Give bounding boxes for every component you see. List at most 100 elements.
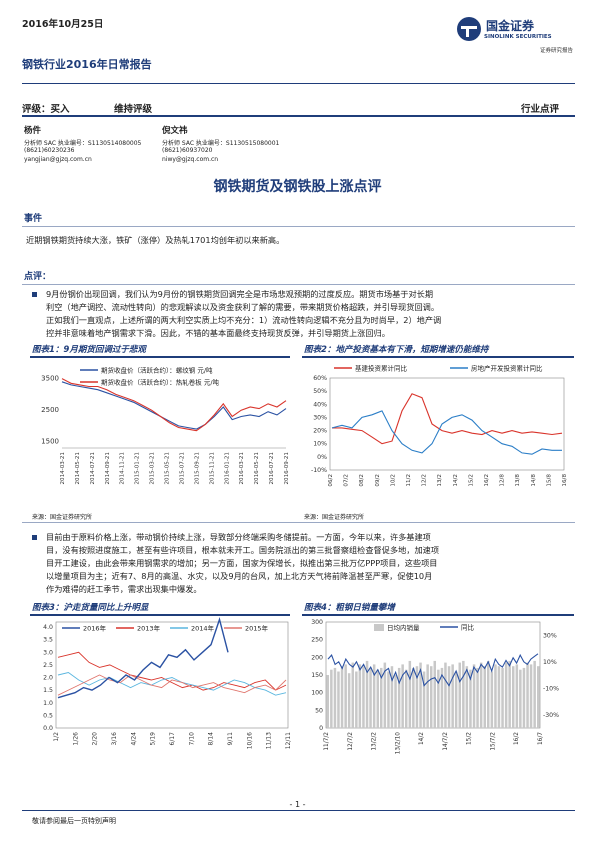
comment-p1-l4: 控并非意味着地产钢需求下滑。因此，不错的基本面最终支持现货反弹，并引导期货上涨回… xyxy=(46,328,390,338)
x-tick-label: 2016-07-21 xyxy=(269,452,275,485)
bar xyxy=(383,662,387,728)
y-tick-label: 1.0 xyxy=(43,700,53,707)
main-title: 钢铁期货及钢铁股上涨点评 xyxy=(213,179,382,195)
bar xyxy=(358,664,362,728)
event-text: 近期钢铁期货持续大涨，铁矿（涨停）及热轧1701均创年初以来新高。 xyxy=(26,235,285,245)
bar xyxy=(476,667,479,728)
bar xyxy=(458,662,461,728)
y-tick-label: 3500 xyxy=(41,375,59,383)
bar xyxy=(522,667,526,728)
y-tick-label: 30% xyxy=(313,414,327,421)
comment-heading: 点评： xyxy=(24,272,52,282)
comment-p2-l5: 作为难得的赶工季节，需求出现集中爆发。 xyxy=(46,584,202,594)
y-tick-label: 10% xyxy=(313,441,327,448)
x-tick-label: 12/7/2 xyxy=(348,732,354,751)
bar xyxy=(333,667,337,728)
y-tick-label: 40% xyxy=(313,401,327,408)
legend-sales-label: 日均内销量 xyxy=(387,623,420,632)
x-tick-label: 11/2 xyxy=(406,474,412,487)
y-tick-label: 20% xyxy=(313,428,327,435)
logo-name: 国金证券 xyxy=(486,19,535,33)
x-tick-label: 16/8 xyxy=(562,474,568,487)
y-left-tick-label: 150 xyxy=(311,672,323,679)
x-tick-label: 15/2 xyxy=(468,474,474,487)
x-tick-label: 6/17 xyxy=(169,732,176,746)
bar xyxy=(355,671,358,728)
legend-rebar-label: 期货收盘价（活跃合约）：螺纹钢 元/吨 xyxy=(101,366,213,375)
legend-2016-label: 2016年 xyxy=(83,624,107,633)
bar xyxy=(494,664,497,728)
bar xyxy=(440,667,444,728)
x-tick-label: 2016-05-21 xyxy=(254,452,260,485)
rating-sub: 维持评级 xyxy=(114,104,153,115)
x-tick-label: 2015-01-21 xyxy=(135,452,141,485)
y-left-tick-label: 300 xyxy=(311,619,323,626)
y-tick-label: 0% xyxy=(317,454,327,461)
bar xyxy=(412,667,415,728)
x-tick-label: 4/24 xyxy=(130,732,137,746)
bar xyxy=(390,666,394,728)
bar xyxy=(533,660,536,728)
x-tick-label: 13/2/2 xyxy=(372,732,378,751)
analyst-email[interactable]: yangjian@gjzq.com.cn xyxy=(24,156,92,163)
x-tick-label: 15/7/2 xyxy=(490,732,496,751)
bar xyxy=(519,669,522,728)
x-tick-label: 14/7/2 xyxy=(443,732,449,751)
x-tick-label: 2016-09-21 xyxy=(284,452,290,485)
analyst-cert: 分析师 SAC 执业编号：S1130514080005 xyxy=(24,140,142,147)
analyst-phone: (8621)60937020 xyxy=(162,147,213,154)
bar xyxy=(326,675,329,728)
bar xyxy=(504,662,508,728)
y-tick-label: 4.0 xyxy=(43,624,53,631)
x-tick-label: 13/8 xyxy=(515,474,521,487)
legend-2014-label: 2014年 xyxy=(191,624,215,633)
logo-en: SINOLINK SECURITIES xyxy=(484,34,552,40)
x-tick-label: 2016-01-21 xyxy=(224,452,230,485)
bar xyxy=(433,660,436,728)
chart4-title: 图表4：粗钢日销量攀增 xyxy=(304,603,395,613)
x-tick-label: 12/2 xyxy=(422,474,428,487)
y-left-tick-label: 250 xyxy=(311,637,323,644)
y-tick-label: 2500 xyxy=(41,406,59,414)
y-tick-label: 50% xyxy=(313,388,327,395)
x-tick-label: 13/2/10 xyxy=(395,732,401,755)
y-tick-label: 3.5 xyxy=(43,637,53,644)
y-left-tick-label: 200 xyxy=(311,654,323,661)
x-tick-label: 1/2 xyxy=(53,732,60,742)
legend-infra-label: 基建投资累计同比 xyxy=(355,364,408,373)
chart-crude-steel-sales: 300 250 200 150 100 50 0 30% 10% -10% -30% 日均内销量 同比 1… xyxy=(311,619,559,755)
analyst-cert: 分析师 SAC 执业编号：S1130515080001 xyxy=(162,140,280,147)
bar xyxy=(437,669,440,728)
y-tick-label: 1.5 xyxy=(43,687,53,694)
bar xyxy=(483,666,486,728)
legend-2015-label: 2015年 xyxy=(245,624,269,633)
bar xyxy=(347,673,351,728)
analyst-email[interactable]: niwy@gjzq.com.cn xyxy=(162,156,219,163)
legend-2013-label: 2013年 xyxy=(137,624,161,633)
y-right-tick-label: -10% xyxy=(543,685,559,692)
x-tick-label: 14/2 xyxy=(453,474,459,487)
legend-realestate-label: 房地产开发投资累计同比 xyxy=(471,364,543,373)
bar xyxy=(487,660,490,728)
x-tick-label: 2015-03-21 xyxy=(150,452,156,485)
bar xyxy=(479,662,483,728)
bar xyxy=(337,671,340,728)
report-date: 2016年10月25日 xyxy=(22,19,104,30)
x-tick-label: 2016-03-21 xyxy=(239,452,245,485)
x-tick-label: 09/2 xyxy=(375,474,381,487)
x-tick-label: 2014-07-21 xyxy=(90,452,96,485)
legend-sales-swatch xyxy=(374,624,384,631)
x-tick-label: 2014-03-21 xyxy=(60,452,66,485)
plot-frame xyxy=(325,621,541,729)
bar xyxy=(408,660,412,728)
x-tick-label: 8/14 xyxy=(208,732,215,746)
bar xyxy=(369,667,372,728)
y-left-tick-label: 100 xyxy=(311,690,323,697)
bar xyxy=(444,662,447,728)
series-yoy xyxy=(327,653,539,687)
bar xyxy=(330,669,333,728)
y-tick-label: 3.0 xyxy=(43,649,53,656)
y-tick-label: 1500 xyxy=(41,438,59,446)
x-tick-label: 14/2 xyxy=(419,732,425,745)
bullet-icon xyxy=(32,535,37,540)
